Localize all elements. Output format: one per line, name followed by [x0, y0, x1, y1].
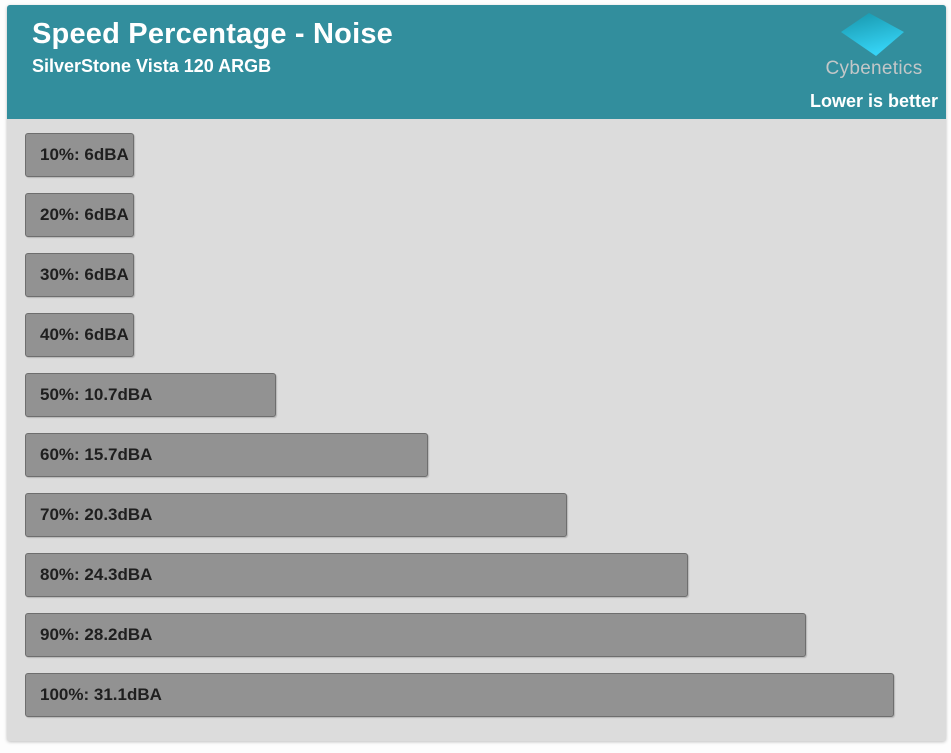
bar-70%: 70%: 20.3dBA	[25, 493, 567, 537]
chart-card: Speed Percentage - Noise SilverStone Vis…	[7, 5, 946, 741]
bar-label: 20%: 6dBA	[40, 205, 129, 224]
bar-label: 10%: 6dBA	[40, 145, 129, 164]
bar-row: 40%: 6dBA	[25, 313, 946, 357]
bar-50%: 50%: 10.7dBA	[25, 373, 276, 417]
bar-row: 60%: 15.7dBA	[25, 433, 946, 477]
bar-label: 90%: 28.2dBA	[40, 625, 153, 644]
bar-40%: 40%: 6dBA	[25, 313, 134, 357]
lower-is-better-note: Lower is better	[809, 91, 938, 111]
bar-row: 80%: 24.3dBA	[25, 553, 946, 597]
bar-60%: 60%: 15.7dBA	[25, 433, 428, 477]
bar-row: 70%: 20.3dBA	[25, 493, 946, 537]
bar-row: 20%: 6dBA	[25, 193, 946, 237]
bar-label: 50%: 10.7dBA	[40, 385, 153, 404]
chart-subtitle: SilverStone Vista 120 ARGB	[32, 56, 272, 77]
bar-80%: 80%: 24.3dBA	[25, 553, 688, 597]
cybenetics-logo-icon	[841, 13, 904, 56]
bar-row: 10%: 6dBA	[25, 133, 946, 177]
bar-row: 30%: 6dBA	[25, 253, 946, 297]
brand-logo-block: Cybenetics	[822, 13, 926, 80]
bar-label: 100%: 31.1dBA	[40, 685, 162, 704]
bar-90%: 90%: 28.2dBA	[25, 613, 806, 657]
bar-chart-area: 10%: 6dBA 20%: 6dBA 30%: 6dBA 40%: 6dBA 50%:…	[7, 119, 946, 741]
bar-row: 50%: 10.7dBA	[25, 373, 946, 417]
bar-10%: 10%: 6dBA	[25, 133, 134, 177]
bar-label: 60%: 15.7dBA	[40, 445, 153, 464]
chart-title: Speed Percentage - Noise	[32, 18, 393, 50]
bar-label: 40%: 6dBA	[40, 325, 129, 344]
bar-label: 70%: 20.3dBA	[40, 505, 153, 524]
bar-label: 30%: 6dBA	[40, 265, 129, 284]
bar-20%: 20%: 6dBA	[25, 193, 134, 237]
bar-row: 100%: 31.1dBA	[25, 673, 946, 717]
bar-100%: 100%: 31.1dBA	[25, 673, 894, 717]
bar-30%: 30%: 6dBA	[25, 253, 134, 297]
brand-name: Cybenetics	[825, 58, 923, 79]
bar-label: 80%: 24.3dBA	[40, 565, 153, 584]
bar-row: 90%: 28.2dBA	[25, 613, 946, 657]
chart-header: Speed Percentage - Noise SilverStone Vis…	[7, 5, 946, 119]
